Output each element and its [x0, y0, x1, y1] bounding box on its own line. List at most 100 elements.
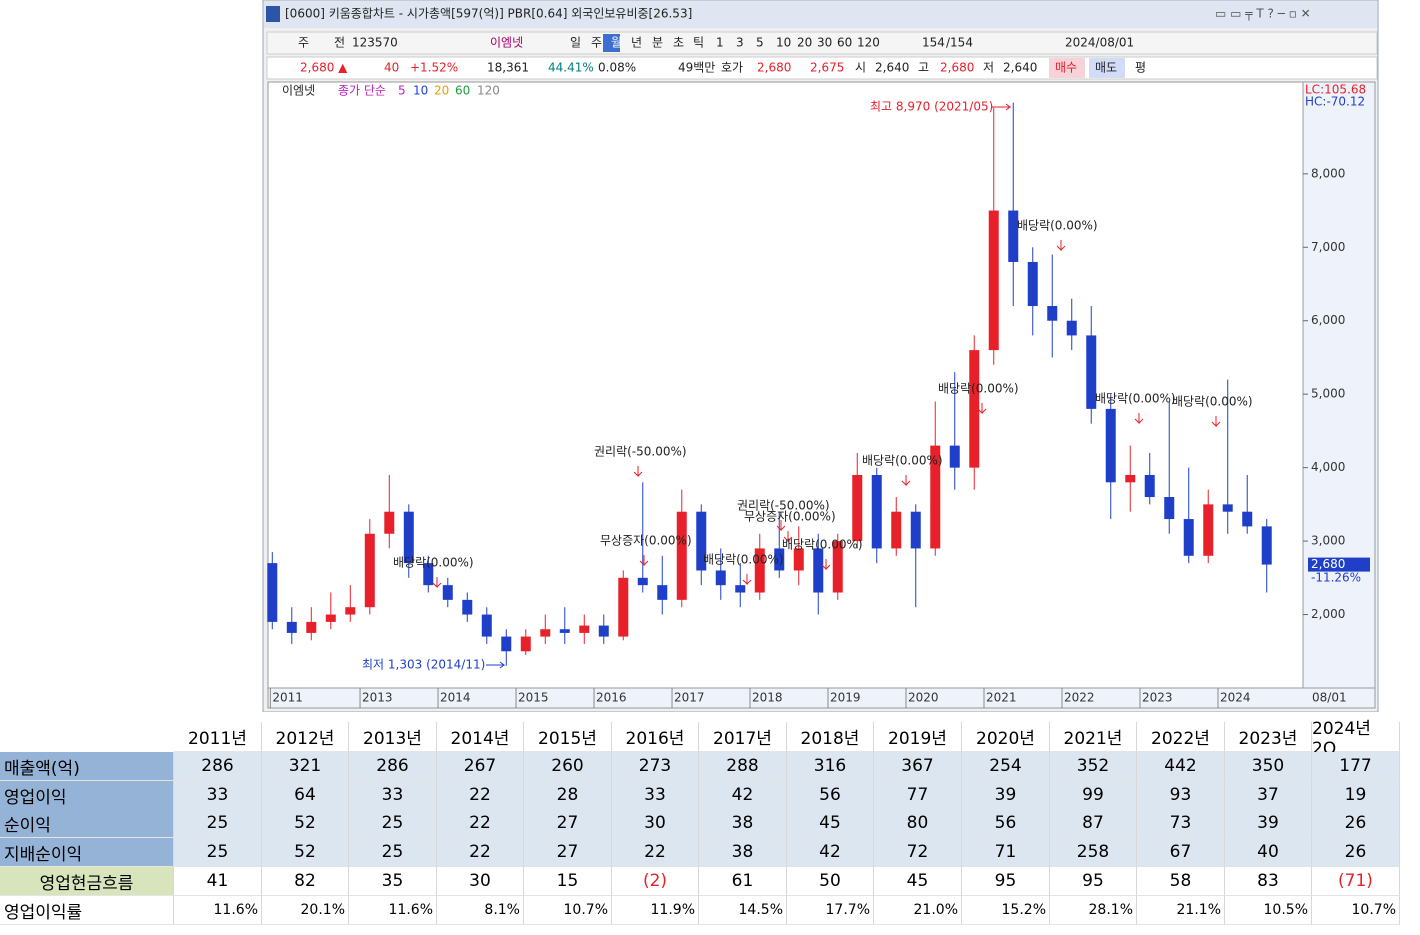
table-cell: 37: [1225, 781, 1312, 810]
table-cell: 11.6%: [174, 896, 262, 925]
toolbar-item[interactable]: 1: [716, 36, 724, 50]
table-cell: 영업이익: [0, 781, 174, 810]
table-cell: 254: [962, 752, 1050, 781]
high-arrow: [992, 103, 1012, 111]
candle-body: [1164, 497, 1175, 520]
toolbar-item[interactable]: 30: [817, 36, 832, 50]
table-cell: 30: [612, 809, 699, 838]
x-tick-label: 2016: [596, 691, 627, 705]
table-cell: 22: [437, 838, 524, 867]
table-cell: 42: [787, 838, 874, 867]
toolbar-item[interactable]: 전: [334, 36, 345, 50]
low-arrow: [486, 661, 506, 669]
toolbar-item[interactable]: 틱: [693, 36, 704, 50]
toolbar-item[interactable]: 월: [611, 36, 622, 50]
candle-body: [1027, 261, 1038, 307]
toolbar-item[interactable]: 2024/08/01: [1065, 36, 1134, 50]
table-cell: 2012년: [262, 722, 349, 752]
table-cell: 316: [787, 752, 874, 781]
table-cell: 39: [1225, 809, 1312, 838]
toolbar-item[interactable]: 3: [736, 36, 744, 50]
candle-body: [735, 585, 746, 593]
toolbar-item[interactable]: 년: [631, 36, 642, 50]
annotation: 배당락(0.00%): [782, 538, 863, 552]
table-cell: 17.7%: [787, 896, 874, 925]
time-axis: [267, 687, 1376, 709]
candle-body: [345, 607, 356, 615]
quote-item: 저: [983, 61, 994, 75]
legend-item: 5: [398, 84, 406, 98]
candle-body: [501, 636, 512, 652]
event-arrow: [783, 531, 793, 543]
legend-item: 120: [477, 84, 500, 98]
annotation: 배당락(0.00%): [938, 382, 1019, 396]
table-cell: 99: [1050, 781, 1137, 810]
candle-body: [481, 614, 492, 637]
quote-item: 2,675: [810, 61, 844, 75]
legend-item: 종가 단순: [338, 84, 386, 98]
candle-body: [618, 577, 629, 637]
toolbar-item[interactable]: 일: [570, 36, 581, 50]
table-cell: 2013년: [349, 722, 437, 752]
quote-item: 매도: [1095, 61, 1117, 75]
toolbar-item[interactable]: 10: [776, 36, 791, 50]
chart-window: [0600] 키움종합차트 - 시가총액[597(억)] PBR[0.64] 외…: [262, 0, 1379, 712]
toolbar-item[interactable]: 60: [837, 36, 852, 50]
legend-item: 이엠넷: [282, 84, 315, 98]
candle-body: [384, 511, 395, 534]
table-cell: 26: [1312, 809, 1400, 838]
table-cell: 260: [524, 752, 612, 781]
candle-body: [1203, 504, 1214, 556]
table-cell: 2019년: [874, 722, 962, 752]
table-cell: 258: [1050, 838, 1137, 867]
toolbar-item[interactable]: 초: [673, 36, 684, 50]
toolbar-item[interactable]: 20: [797, 36, 812, 50]
table-cell: 38: [699, 809, 787, 838]
x-tick-label: 2020: [908, 691, 939, 705]
candle-body: [520, 636, 531, 652]
candle-body: [813, 548, 824, 593]
table-cell: 45: [787, 809, 874, 838]
candle-body: [325, 614, 336, 622]
window-icon: [266, 6, 280, 22]
quote-item: 고: [918, 61, 929, 75]
window-controls[interactable]: ▭ ▭ ╤ T ? ─ ▫ ✕: [1215, 7, 1311, 21]
table-cell: 321: [262, 752, 349, 781]
y-tick-label: 2,000: [1311, 607, 1345, 621]
annotation: 배당락(0.00%): [1017, 219, 1098, 233]
table-cell: 95: [1050, 867, 1137, 896]
table-cell: 56: [962, 809, 1050, 838]
table-cell: 27: [524, 809, 612, 838]
candle-body: [1066, 320, 1077, 336]
candle-body: [1261, 526, 1272, 565]
toolbar-item[interactable]: 주: [591, 36, 602, 50]
table-cell: 26: [1312, 838, 1400, 867]
toolbar: [266, 31, 1378, 55]
event-arrow: [432, 577, 442, 589]
toolbar-item[interactable]: 분: [652, 36, 663, 50]
toolbar-item[interactable]: 주: [298, 36, 309, 50]
x-tick-label: 2021: [986, 691, 1017, 705]
toolbar-item[interactable]: 123570: [352, 36, 398, 50]
table-cell: 33: [612, 781, 699, 810]
candle-body: [871, 474, 882, 549]
table-cell: 58: [1137, 867, 1225, 896]
event-arrow: [901, 475, 911, 487]
table-cell: 2024년 2Q: [1312, 719, 1400, 759]
x-end-label: 08/01: [1312, 691, 1347, 705]
table-cell: 25: [174, 838, 262, 867]
toolbar-item[interactable]: 이엠넷: [490, 36, 523, 50]
table-cell: 2016년: [612, 722, 699, 752]
table-cell: 25: [349, 809, 437, 838]
toolbar-item[interactable]: /154: [946, 36, 973, 50]
quote-item: 호가: [721, 61, 743, 75]
candle-body: [364, 533, 375, 608]
candle-body: [1144, 474, 1155, 498]
toolbar-item[interactable]: 154: [922, 36, 945, 50]
toolbar-item[interactable]: 120: [857, 36, 880, 50]
quote-item: 49백만: [678, 61, 715, 75]
scale-label: HC:-70.12: [1305, 95, 1365, 109]
toolbar-item[interactable]: 5: [756, 36, 764, 50]
table-cell: 19: [1312, 781, 1400, 810]
